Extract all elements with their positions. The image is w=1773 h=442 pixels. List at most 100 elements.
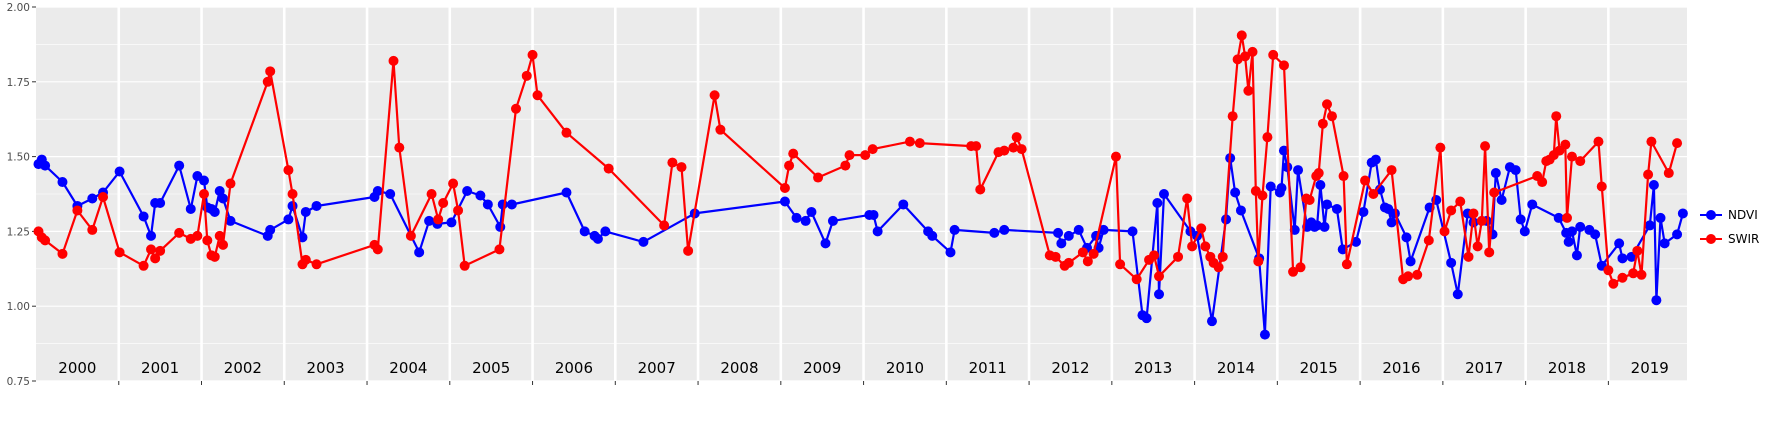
y-tick-label: 1.75 bbox=[7, 77, 30, 89]
data-point-swir bbox=[1011, 132, 1022, 143]
data-point-ndvi bbox=[1276, 183, 1287, 194]
data-point-swir bbox=[1562, 212, 1573, 223]
data-point-ndvi bbox=[1510, 165, 1521, 176]
data-point-ndvi bbox=[779, 196, 790, 207]
data-point-ndvi bbox=[174, 160, 185, 171]
data-point-swir bbox=[1082, 256, 1093, 267]
data-point-ndvi bbox=[185, 203, 196, 214]
data-point-ndvi bbox=[209, 206, 220, 217]
year-label: 2003 bbox=[307, 359, 345, 377]
data-point-swir bbox=[1628, 268, 1639, 279]
data-point-ndvi bbox=[1617, 253, 1628, 264]
data-point-swir bbox=[1575, 156, 1586, 167]
data-point-swir bbox=[683, 245, 694, 256]
data-point-ndvi bbox=[791, 212, 802, 223]
legend-key-swir bbox=[1700, 228, 1722, 250]
data-point-swir bbox=[283, 165, 294, 176]
data-point-swir bbox=[1560, 139, 1571, 150]
data-point-swir bbox=[494, 244, 505, 255]
data-point-swir bbox=[1077, 247, 1088, 258]
data-point-swir bbox=[1217, 251, 1228, 262]
data-point-swir bbox=[1322, 99, 1333, 110]
data-point-swir bbox=[155, 245, 166, 256]
data-point-ndvi bbox=[424, 215, 435, 226]
data-point-swir bbox=[676, 162, 687, 173]
year-label: 2004 bbox=[389, 359, 427, 377]
data-point-ndvi bbox=[827, 215, 838, 226]
y-tick-label: 1.00 bbox=[7, 301, 30, 313]
data-point-ndvi bbox=[820, 238, 831, 249]
data-point-ndvi bbox=[927, 230, 938, 241]
data-point-ndvi bbox=[1322, 199, 1333, 210]
data-point-swir bbox=[1423, 235, 1434, 246]
data-point-swir bbox=[1304, 194, 1315, 205]
data-point-ndvi bbox=[989, 227, 1000, 238]
data-point-ndvi bbox=[945, 247, 956, 258]
data-point-ndvi bbox=[1677, 208, 1688, 219]
data-point-ndvi bbox=[1672, 229, 1683, 240]
data-point-swir bbox=[510, 103, 521, 114]
data-point-ndvi bbox=[800, 215, 811, 226]
data-point-swir bbox=[150, 253, 161, 264]
data-point-swir bbox=[1608, 278, 1619, 289]
y-tick-label: 0.75 bbox=[7, 376, 30, 388]
data-point-swir bbox=[448, 178, 459, 189]
data-point-ndvi bbox=[446, 217, 457, 228]
data-point-ndvi bbox=[1154, 289, 1165, 300]
data-point-swir bbox=[1468, 208, 1479, 219]
legend-label-ndvi: NDVI bbox=[1728, 208, 1758, 222]
data-point-swir bbox=[1008, 142, 1019, 153]
data-point-swir bbox=[1643, 169, 1654, 180]
data-point-ndvi bbox=[497, 199, 508, 210]
data-point-swir bbox=[1149, 250, 1160, 261]
data-point-ndvi bbox=[1644, 220, 1655, 231]
year-label: 2012 bbox=[1051, 359, 1089, 377]
data-point-ndvi bbox=[287, 200, 298, 211]
data-point-swir bbox=[1360, 175, 1371, 186]
data-point-swir bbox=[1227, 111, 1238, 122]
data-point-swir bbox=[192, 230, 203, 241]
data-point-ndvi bbox=[1319, 221, 1330, 232]
data-point-swir bbox=[388, 55, 399, 66]
data-point-ndvi bbox=[1490, 168, 1501, 179]
data-point-ndvi bbox=[1312, 220, 1323, 231]
data-point-ndvi bbox=[638, 236, 649, 247]
data-point-swir bbox=[1632, 245, 1643, 256]
data-point-ndvi bbox=[1519, 226, 1530, 237]
legend-key-ndvi bbox=[1700, 204, 1722, 226]
data-point-ndvi bbox=[385, 189, 396, 199]
data-point-swir bbox=[1063, 257, 1074, 268]
data-point-swir bbox=[174, 227, 185, 238]
data-point-ndvi bbox=[265, 224, 276, 235]
year-label: 2019 bbox=[1631, 359, 1669, 377]
data-point-swir bbox=[1617, 272, 1628, 283]
data-point-ndvi bbox=[57, 177, 68, 188]
data-point-swir bbox=[715, 124, 726, 135]
data-point-swir bbox=[1412, 269, 1423, 280]
data-point-swir bbox=[57, 248, 68, 259]
data-point-ndvi bbox=[372, 186, 383, 197]
data-point-ndvi bbox=[283, 214, 294, 225]
legend-item-swir: SWIR bbox=[1700, 227, 1759, 251]
data-point-ndvi bbox=[475, 190, 486, 201]
year-label: 2008 bbox=[720, 359, 758, 377]
data-point-ndvi bbox=[1293, 165, 1304, 176]
data-point-swir bbox=[1278, 60, 1289, 71]
year-label: 2015 bbox=[1300, 359, 1338, 377]
data-point-swir bbox=[1341, 259, 1352, 270]
data-point-swir bbox=[1240, 51, 1251, 62]
data-point-ndvi bbox=[1063, 230, 1074, 241]
data-point-swir bbox=[840, 160, 851, 171]
data-point-ndvi bbox=[1405, 256, 1416, 267]
data-point-ndvi bbox=[1141, 313, 1152, 324]
data-point-swir bbox=[1368, 189, 1379, 199]
data-point-ndvi bbox=[1230, 187, 1241, 198]
data-point-swir bbox=[214, 230, 225, 241]
data-point-swir bbox=[300, 254, 311, 265]
data-point-swir bbox=[1253, 256, 1264, 267]
data-point-swir bbox=[114, 247, 125, 258]
data-point-ndvi bbox=[1158, 189, 1169, 199]
data-point-swir bbox=[1236, 30, 1247, 41]
data-point-ndvi bbox=[999, 224, 1010, 235]
data-point-ndvi bbox=[1566, 226, 1577, 237]
